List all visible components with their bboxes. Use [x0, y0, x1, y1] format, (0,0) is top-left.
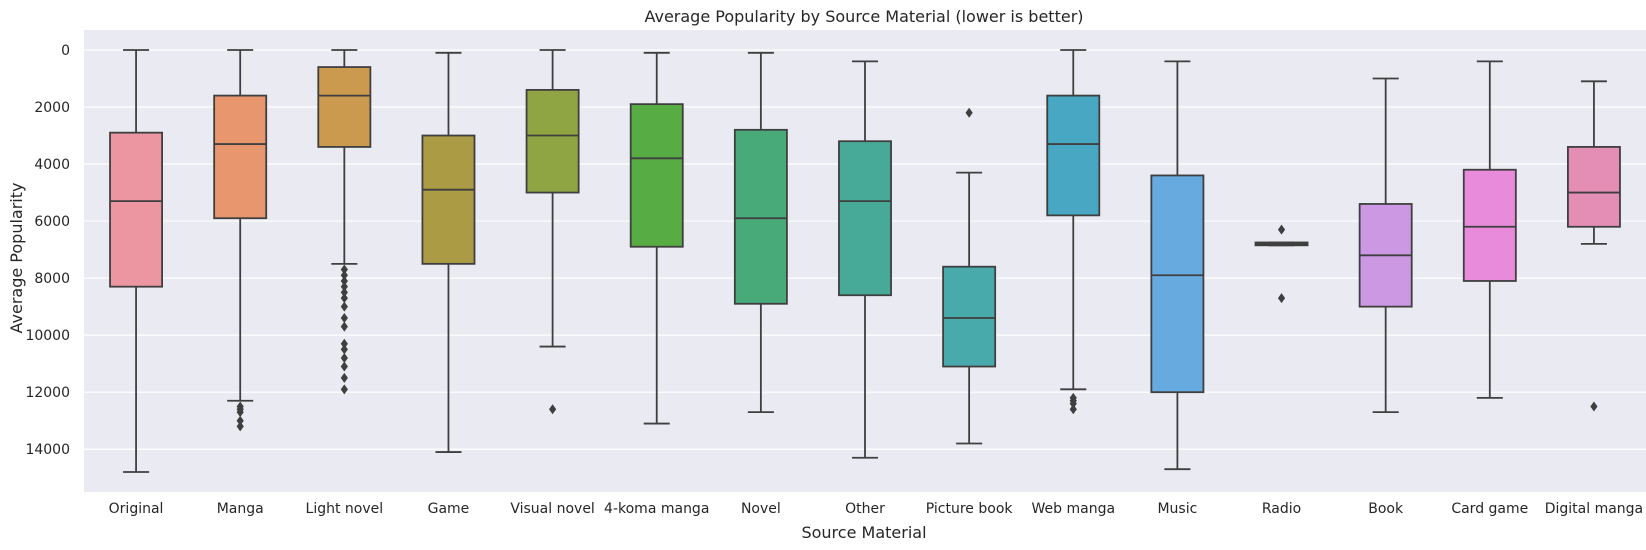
x-tick-label: Picture book — [926, 501, 1014, 517]
box-iqr — [1567, 146, 1621, 228]
outlier-point — [236, 407, 244, 418]
box-iqr — [1462, 168, 1517, 282]
outlier-point — [236, 415, 244, 426]
box-iqr — [1046, 94, 1101, 217]
box-novel — [733, 51, 788, 414]
y-axis-ticks: 0 2000 4000 6000 8000 10000 12000 14000 — [25, 43, 70, 458]
x-tick-label: Other — [845, 501, 885, 517]
y-tick-label: 6000 — [34, 214, 70, 230]
box-visual-novel — [525, 49, 580, 415]
box-game — [421, 51, 476, 453]
outlier-point — [340, 338, 348, 349]
outlier-point — [340, 301, 348, 312]
box-original — [109, 49, 163, 473]
x-tick-label: Manga — [217, 501, 264, 517]
box-web-manga — [1046, 49, 1101, 415]
x-tick-label: Web manga — [1032, 501, 1116, 517]
outlier-point — [340, 281, 348, 292]
box-iqr — [525, 88, 580, 194]
box-card-game — [1462, 60, 1517, 399]
x-tick-label: 4-koma manga — [604, 501, 709, 517]
y-tick-label: 10000 — [25, 328, 70, 344]
outlier-point — [340, 384, 348, 395]
y-tick-label: 14000 — [25, 442, 70, 458]
outlier-point — [1277, 293, 1286, 304]
outlier-point — [236, 421, 244, 432]
outlier-point — [340, 372, 348, 383]
box-iqr — [317, 66, 372, 148]
box-picture-book — [942, 107, 997, 445]
x-tick-label: Novel — [741, 501, 781, 517]
box-iqr — [942, 265, 997, 368]
x-axis-ticks: Original Manga Light novel Game Visual novel… — [109, 501, 1643, 517]
chart-title: Average Popularity by Source Material (l… — [644, 7, 1083, 26]
box-iqr — [629, 103, 684, 248]
y-tick-label: 12000 — [25, 385, 70, 401]
outlier-point — [1277, 224, 1286, 235]
x-tick-label: Music — [1157, 501, 1197, 517]
y-tick-label: 0 — [61, 43, 70, 59]
box-other — [838, 60, 892, 459]
box-4-koma-manga — [629, 51, 684, 425]
outlier-point — [1590, 401, 1598, 412]
outlier-point — [340, 361, 348, 372]
box-iqr — [1150, 174, 1205, 394]
outlier-point — [340, 321, 348, 332]
box-iqr — [109, 131, 163, 288]
x-tick-label: Radio — [1262, 501, 1301, 517]
box-iqr — [838, 140, 892, 297]
outlier-point — [340, 344, 348, 355]
outlier-point — [1069, 404, 1077, 415]
x-tick-label: Visual novel — [510, 501, 594, 517]
outlier-point — [340, 270, 348, 281]
box-manga — [213, 49, 268, 432]
x-tick-label: Original — [109, 501, 164, 517]
box-book — [1358, 77, 1413, 414]
outlier-point — [1069, 398, 1077, 409]
box-radio — [1254, 224, 1309, 304]
box-music — [1150, 60, 1205, 471]
outlier-point — [965, 107, 973, 118]
outlier-point — [340, 275, 348, 286]
y-tick-label: 8000 — [34, 271, 70, 287]
box-iqr — [733, 128, 788, 305]
x-tick-label: Book — [1368, 501, 1404, 517]
x-axis-label: Source Material — [801, 523, 926, 542]
box-iqr — [421, 134, 476, 265]
outlier-point — [340, 352, 348, 363]
y-tick-label: 4000 — [34, 157, 70, 173]
boxes — [109, 49, 1621, 473]
x-tick-label: Digital manga — [1545, 501, 1643, 517]
box-iqr — [213, 94, 268, 220]
x-tick-label: Card game — [1451, 501, 1528, 517]
outlier-point — [340, 287, 348, 298]
outlier-point — [340, 264, 348, 275]
y-axis-label: Average Popularity — [7, 183, 26, 334]
box-digital-manga — [1567, 80, 1621, 412]
box-light-novel — [317, 49, 372, 395]
x-tick-label: Light novel — [306, 501, 384, 517]
outlier-point — [340, 313, 348, 324]
y-tick-label: 2000 — [34, 100, 70, 116]
x-tick-label: Game — [428, 501, 470, 517]
outlier-point — [549, 404, 557, 415]
outlier-point — [340, 293, 348, 304]
